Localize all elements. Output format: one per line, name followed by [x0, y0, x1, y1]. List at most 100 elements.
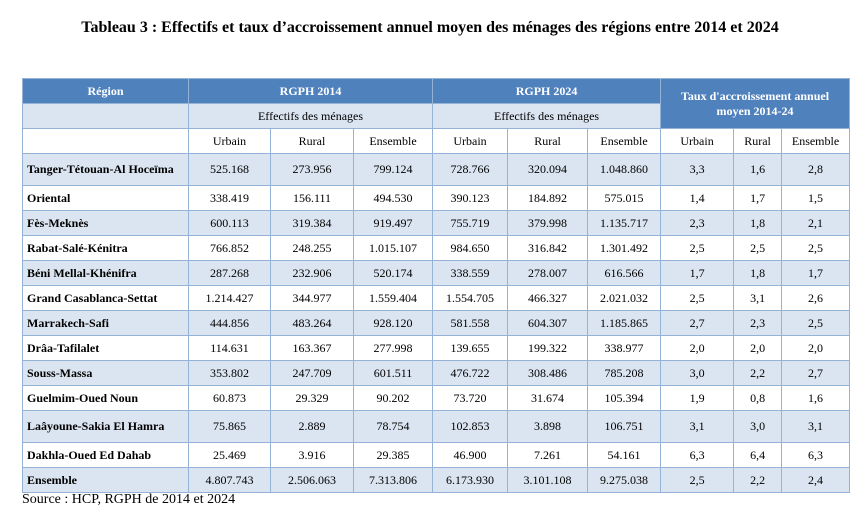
table-header: Région RGPH 2014 RGPH 2024 Taux d'accroisse… — [22, 78, 850, 154]
region-cell: Béni Mellal-Khénifra — [22, 260, 189, 286]
value-cell: 483.264 — [270, 310, 354, 336]
value-cell: 2,2 — [733, 467, 783, 493]
region-header: Région — [22, 78, 189, 104]
data-row: Ensemble 4.807.743 2.506.063 7.313.806 6.173… — [22, 467, 850, 493]
value-cell: 2,0 — [660, 335, 735, 361]
value-cell: 273.956 — [270, 153, 354, 186]
value-cell: 390.123 — [432, 185, 509, 211]
value-cell: 520.174 — [352, 260, 434, 286]
value-cell: 31.674 — [507, 385, 589, 411]
group-header: RGPH 2024 — [432, 78, 662, 104]
value-cell: 1,8 — [733, 260, 783, 286]
region-cell: Ensemble — [22, 467, 189, 493]
value-cell: 2,4 — [781, 467, 850, 493]
table-body: Tanger-Tétouan-Al Hoceïma 525.168 273.956 7… — [22, 153, 850, 493]
value-cell: 1.185.865 — [587, 310, 662, 336]
value-cell: 46.900 — [432, 442, 509, 468]
value-cell: 525.168 — [188, 153, 271, 186]
value-cell: 2.506.063 — [270, 467, 354, 493]
subgroup-header: Effectifs des ménages — [432, 103, 662, 129]
value-cell: 105.394 — [587, 385, 662, 411]
region-cell: Souss-Massa — [22, 360, 189, 386]
value-cell: 928.120 — [352, 310, 434, 336]
data-row: Béni Mellal-Khénifra 287.268 232.906 520.17… — [22, 260, 850, 286]
data-row: Guelmim-Oued Noun 60.873 29.329 90.202 73.72… — [22, 385, 850, 411]
value-cell: 1,5 — [781, 185, 850, 211]
data-row: Oriental 338.419 156.111 494.530 390.123 184.… — [22, 185, 850, 211]
value-cell: 277.998 — [352, 335, 434, 361]
value-cell: 2,1 — [781, 210, 850, 236]
value-cell: 4.807.743 — [188, 467, 271, 493]
value-cell: 1,6 — [781, 385, 850, 411]
value-cell: 379.998 — [507, 210, 589, 236]
column-header: Rural — [733, 128, 783, 154]
value-cell: 581.558 — [432, 310, 509, 336]
value-cell: 184.892 — [507, 185, 589, 211]
value-cell: 601.511 — [352, 360, 434, 386]
value-cell: 29.385 — [352, 442, 434, 468]
value-cell: 1,8 — [733, 210, 783, 236]
data-row: Dakhla-Oued Ed Dahab 25.469 3.916 29.385 46.… — [22, 442, 850, 468]
value-cell: 919.497 — [352, 210, 434, 236]
value-cell: 25.469 — [188, 442, 271, 468]
value-cell: 3,1 — [733, 285, 783, 311]
region-cell: Marrakech-Safi — [22, 310, 189, 336]
value-cell: 1.301.492 — [587, 235, 662, 261]
data-row: Fès-Meknès 600.113 319.384 919.497 755.719 37… — [22, 210, 850, 236]
value-cell: 6,4 — [733, 442, 783, 468]
value-cell: 604.307 — [507, 310, 589, 336]
column-header: Urbain — [188, 128, 271, 154]
region-cell: Oriental — [22, 185, 189, 211]
region-cell: Rabat-Salé-Kénitra — [22, 235, 189, 261]
value-cell: 1.135.717 — [587, 210, 662, 236]
value-cell: 2,0 — [733, 335, 783, 361]
value-cell: 139.655 — [432, 335, 509, 361]
header-row: Région RGPH 2014 RGPH 2024 Taux d'accroisse… — [22, 78, 850, 129]
data-row: Laâyoune-Sakia El Hamra 75.865 2.889 78.754… — [22, 410, 850, 443]
data-row: Drâa-Tafilalet 114.631 163.367 277.998 139.6… — [22, 335, 850, 361]
value-cell: 353.802 — [188, 360, 271, 386]
value-cell: 3,1 — [660, 410, 735, 443]
value-cell: 2,3 — [660, 210, 735, 236]
value-cell: 2,7 — [660, 310, 735, 336]
group-header: RGPH 2014 — [187, 78, 434, 104]
value-cell: 575.015 — [587, 185, 662, 211]
value-cell: 1,6 — [733, 153, 783, 186]
value-cell: 7.313.806 — [352, 467, 434, 493]
value-cell: 2,0 — [781, 335, 850, 361]
value-cell: 2,7 — [781, 360, 850, 386]
value-cell: 248.255 — [270, 235, 354, 261]
region-cell: Dakhla-Oued Ed Dahab — [22, 442, 189, 468]
value-cell: 2,5 — [781, 235, 850, 261]
value-cell: 1,4 — [660, 185, 735, 211]
value-cell: 7.261 — [507, 442, 589, 468]
value-cell: 1,9 — [660, 385, 735, 411]
value-cell: 1.559.404 — [352, 285, 434, 311]
region-cell: Grand Casablanca-Settat — [22, 285, 189, 311]
value-cell: 3.101.108 — [507, 467, 589, 493]
value-cell: 199.322 — [507, 335, 589, 361]
value-cell: 78.754 — [352, 410, 434, 443]
column-header: Rural — [270, 128, 354, 154]
value-cell: 75.865 — [188, 410, 271, 443]
value-cell: 338.977 — [587, 335, 662, 361]
header-blank — [22, 103, 189, 129]
value-cell: 6,3 — [660, 442, 735, 468]
subgroup-header: Effectifs des ménages — [187, 103, 434, 129]
value-cell: 2.021.032 — [587, 285, 662, 311]
value-cell: 494.530 — [352, 185, 434, 211]
value-cell: 9.275.038 — [587, 467, 662, 493]
data-row: Grand Casablanca-Settat 1.214.427 344.977 1… — [22, 285, 850, 311]
value-cell: 785.208 — [587, 360, 662, 386]
value-cell: 1,7 — [733, 185, 783, 211]
column-header: Rural — [507, 128, 589, 154]
column-header: Urbain — [432, 128, 509, 154]
table: Région RGPH 2014 RGPH 2024 Taux d'accroisse… — [22, 78, 850, 493]
value-cell: 1.214.427 — [188, 285, 271, 311]
value-cell: 6.173.930 — [432, 467, 509, 493]
data-row: Marrakech-Safi 444.856 483.264 928.120 581.5… — [22, 310, 850, 336]
value-cell: 616.566 — [587, 260, 662, 286]
value-cell: 73.720 — [432, 385, 509, 411]
value-cell: 1,7 — [660, 260, 735, 286]
